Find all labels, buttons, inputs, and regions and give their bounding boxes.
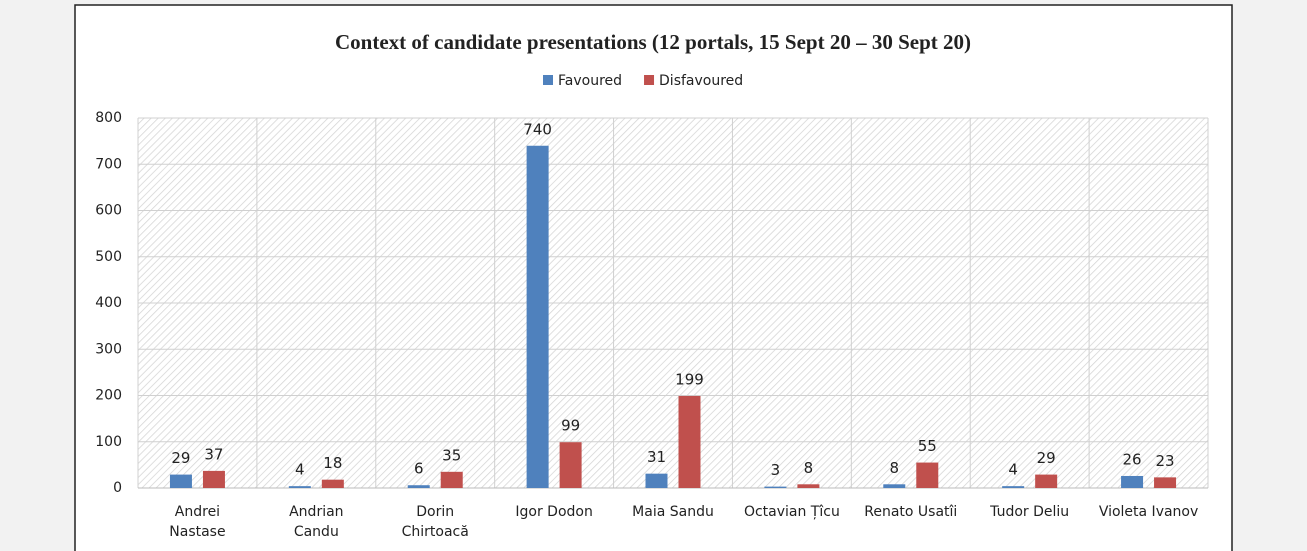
x-tick-label: Maia Sandu xyxy=(632,504,714,520)
bar xyxy=(1154,477,1177,488)
y-tick-label: 800 xyxy=(95,110,122,126)
data-label: 199 xyxy=(675,370,704,388)
bar xyxy=(1002,486,1025,488)
y-tick-label: 200 xyxy=(95,388,122,404)
bar xyxy=(1121,475,1144,488)
y-tick-label: 600 xyxy=(95,203,122,219)
bar xyxy=(288,486,311,488)
bar xyxy=(645,473,668,488)
bar xyxy=(916,462,939,488)
data-label: 29 xyxy=(1037,449,1056,467)
data-label: 18 xyxy=(323,454,342,472)
data-label: 4 xyxy=(295,461,305,479)
data-label: 740 xyxy=(523,120,552,138)
data-label: 31 xyxy=(647,448,666,466)
bar xyxy=(1035,474,1058,488)
y-tick-label: 0 xyxy=(113,480,122,496)
x-tick-label: Dorin xyxy=(416,504,454,520)
legend-label: Favoured xyxy=(558,73,622,89)
data-label: 55 xyxy=(918,437,937,455)
data-label: 8 xyxy=(804,459,814,477)
data-label: 6 xyxy=(414,460,424,478)
bar xyxy=(202,470,225,488)
x-tick-label: Candu xyxy=(294,524,339,540)
x-tick-label: Violeta Ivanov xyxy=(1099,504,1198,520)
y-tick-label: 300 xyxy=(95,341,122,357)
x-tick-label: Tudor Deliu xyxy=(989,504,1069,520)
data-label: 8 xyxy=(890,459,900,477)
y-tick-label: 500 xyxy=(95,249,122,265)
legend-swatch xyxy=(543,75,553,85)
x-tick-label: Nastase xyxy=(169,524,225,540)
y-tick-label: 700 xyxy=(95,156,122,172)
bar xyxy=(526,145,549,488)
x-tick-label: Chirtoacă xyxy=(402,524,469,540)
legend-label: Disfavoured xyxy=(659,73,743,89)
y-tick-label: 400 xyxy=(95,295,122,311)
data-label: 3 xyxy=(771,461,781,479)
x-tick-label: Andrei xyxy=(175,504,220,520)
x-tick-label: Andrian xyxy=(289,504,343,520)
x-tick-label: Renato Usatîi xyxy=(864,504,957,520)
x-tick-label: Igor Dodon xyxy=(515,504,592,520)
bar xyxy=(797,484,820,488)
data-label: 99 xyxy=(561,417,580,435)
chart-title: Context of candidate presentations (12 p… xyxy=(335,30,971,54)
bar xyxy=(440,471,463,488)
x-tick-label: Octavian Țîcu xyxy=(744,504,840,520)
data-label: 29 xyxy=(171,449,190,467)
bar xyxy=(883,484,906,488)
bar xyxy=(678,395,701,488)
y-tick-label: 100 xyxy=(95,434,122,450)
legend-swatch xyxy=(644,75,655,85)
bar xyxy=(764,486,787,488)
data-label: 4 xyxy=(1008,461,1018,479)
data-label: 37 xyxy=(204,445,223,463)
bar xyxy=(321,479,344,488)
bar xyxy=(559,442,582,488)
data-label: 23 xyxy=(1156,452,1175,470)
data-label: 26 xyxy=(1123,450,1142,468)
bar xyxy=(407,485,430,488)
bar xyxy=(169,474,192,488)
data-label: 35 xyxy=(442,446,461,464)
